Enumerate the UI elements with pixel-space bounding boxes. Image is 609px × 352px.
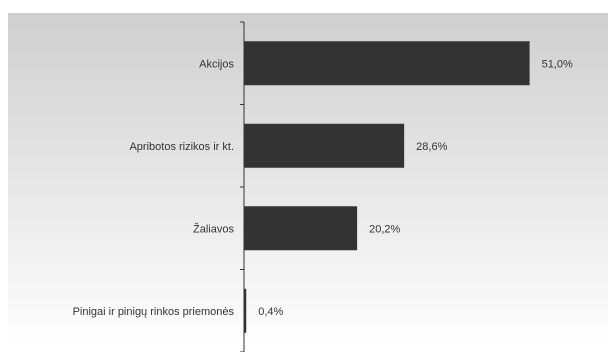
bar-1 xyxy=(244,123,405,168)
category-label: Pinigai ir pinigų rinkos priemonės xyxy=(73,306,235,318)
bar-0 xyxy=(244,41,530,86)
category-label: Akcijos xyxy=(199,58,234,70)
value-label: 51,0% xyxy=(542,58,573,70)
bars-layer xyxy=(244,41,530,333)
category-label: Žaliavos xyxy=(193,222,234,235)
y-axis-ticks xyxy=(240,21,244,352)
category-label: Apribotos rizikos ir kt. xyxy=(129,141,234,153)
value-label: 20,2% xyxy=(369,223,400,235)
labels-layer: Akcijos 51,0% Apribotos rizikos ir kt. 28,6… xyxy=(73,58,573,318)
value-label: 28,6% xyxy=(416,141,447,153)
bar-2 xyxy=(244,206,358,251)
value-label: 0,4% xyxy=(258,306,283,318)
bar-3 xyxy=(244,288,247,333)
